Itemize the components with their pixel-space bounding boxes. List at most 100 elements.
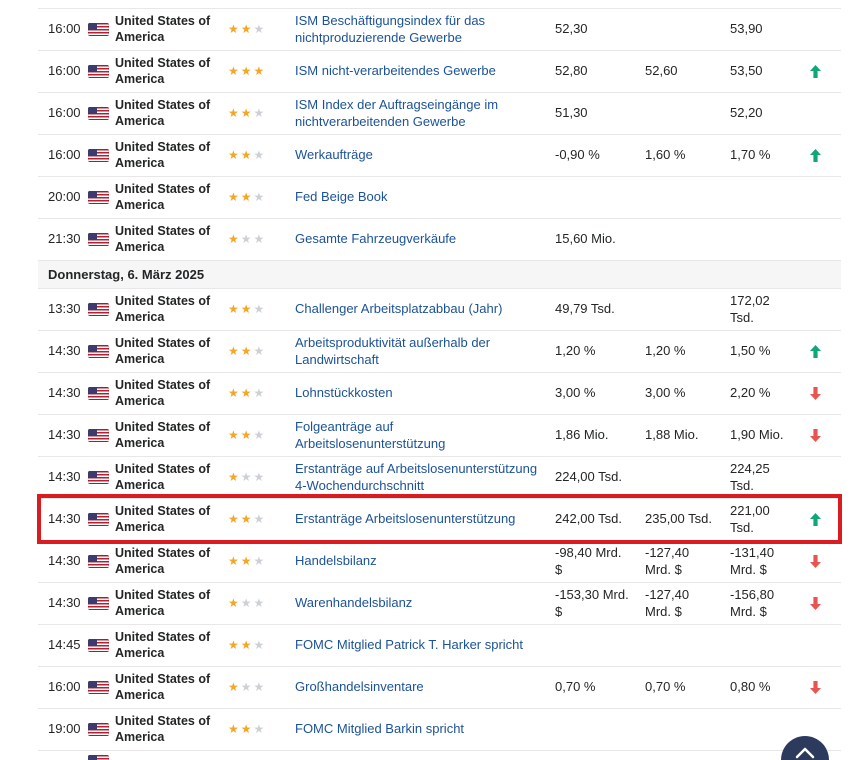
flag-cell xyxy=(88,637,115,654)
us-flag-icon xyxy=(88,639,109,653)
importance-rating: ★★★ xyxy=(228,22,295,38)
event-time: 16:00 xyxy=(48,147,81,163)
star-icon: ★ xyxy=(228,385,241,400)
event-link[interactable]: Challenger Arbeitsplatzabbau (Jahr) xyxy=(295,301,503,317)
star-icon: ★ xyxy=(240,63,254,78)
flag-cell xyxy=(88,595,115,612)
importance-rating: ★★★ xyxy=(228,190,295,206)
event-time: 19:00 xyxy=(48,721,81,737)
event-link[interactable]: ISM Index der Auftragseingänge im nichtv… xyxy=(295,96,499,129)
economic-calendar-table: 16:00 United States of America ★★★ ISM Besc… xyxy=(37,8,842,760)
country-name: United States of America xyxy=(115,97,211,128)
flag-cell xyxy=(88,511,115,528)
event-link[interactable]: Handelsbilanz xyxy=(295,553,377,569)
us-flag-icon xyxy=(88,233,109,247)
actual-value: 52,80 xyxy=(555,63,588,79)
previous-value: -131,40 Mrd. $ xyxy=(730,544,775,577)
actual-value: 1,86 Mio. xyxy=(555,427,609,443)
event-link[interactable]: Arbeitsproduktivität außerhalb der Landw… xyxy=(295,334,491,367)
importance-rating: ★★★ xyxy=(228,722,295,738)
actual-value: 49,79 Tsd. xyxy=(555,301,615,317)
importance-rating: ★★★ xyxy=(228,638,295,654)
chevron-up-icon xyxy=(795,747,815,760)
event-link[interactable]: Werkaufträge xyxy=(295,147,373,163)
event-cell: Erstanträge Arbeitslosenunterstützung xyxy=(295,511,555,528)
forecast-value: -127,40 Mrd. $ xyxy=(645,544,690,577)
calendar-row: 16:00 United States of America ★★★ ISM nich… xyxy=(38,51,841,93)
star-icon: ★ xyxy=(240,231,254,246)
event-time: 14:30 xyxy=(48,553,81,569)
event-link[interactable]: ISM nicht-verarbeitendes Gewerbe xyxy=(295,63,496,79)
event-link[interactable]: Erstanträge auf Arbeitslosenunterstützun… xyxy=(295,460,538,493)
direction-arrow xyxy=(810,555,841,568)
us-flag-icon xyxy=(88,107,109,121)
direction-arrow xyxy=(810,681,841,694)
star-icon: ★ xyxy=(240,301,254,316)
star-icon: ★ xyxy=(253,721,267,736)
importance-rating: ★★★ xyxy=(228,428,295,444)
event-time: 13:30 xyxy=(48,301,81,317)
star-icon: ★ xyxy=(253,469,267,484)
event-link[interactable]: Lohnstückkosten xyxy=(295,385,393,401)
event-time: 14:30 xyxy=(48,595,81,611)
star-icon: ★ xyxy=(240,721,254,736)
calendar-row: 16:00 United States of America ★★★ Großhand… xyxy=(38,667,841,709)
calendar-row: 16:00 United States of America ★★★ Werkauft… xyxy=(38,135,841,177)
country-name: United States of America xyxy=(115,503,211,534)
event-time: 16:00 xyxy=(48,63,81,79)
star-icon: ★ xyxy=(228,469,241,484)
calendar-row: 19:00 United States of America ★★★ FOMC Mit… xyxy=(38,709,841,751)
event-time: 14:30 xyxy=(48,343,81,359)
country-name: United States of America xyxy=(115,461,211,492)
us-flag-icon xyxy=(88,723,109,737)
event-link[interactable]: Folgeanträge auf Arbeitslosenunterstützu… xyxy=(295,418,446,451)
star-icon: ★ xyxy=(228,105,241,120)
event-time: 16:00 xyxy=(48,679,81,695)
previous-value: 53,90 xyxy=(730,21,763,37)
us-flag-icon xyxy=(88,191,109,205)
forecast-value: 52,60 xyxy=(645,63,678,79)
event-link[interactable]: Großhandelsinventare xyxy=(295,679,424,695)
flag-cell xyxy=(88,105,115,122)
previous-value: 1,50 % xyxy=(730,343,771,359)
star-icon: ★ xyxy=(253,637,267,652)
previous-value: 1,70 % xyxy=(730,147,771,163)
event-cell: Fed Beige Book xyxy=(295,189,555,206)
event-cell: Erstanträge auf Arbeitslosenunterstützun… xyxy=(295,461,555,495)
country-name: United States of America xyxy=(115,545,211,576)
event-time: 14:30 xyxy=(48,511,81,527)
event-link[interactable]: Gesamte Fahrzeugverkäufe xyxy=(295,231,457,247)
direction-arrow xyxy=(810,597,841,610)
event-link[interactable]: ISM Beschäftigungsindex für das nichtpro… xyxy=(295,12,486,45)
event-cell: Arbeitsproduktivität außerhalb der Landw… xyxy=(295,335,555,369)
flag-cell xyxy=(88,679,115,696)
importance-rating: ★★★ xyxy=(228,344,295,360)
event-cell: ISM nicht-verarbeitendes Gewerbe xyxy=(295,63,555,80)
importance-rating: ★★★ xyxy=(228,64,295,80)
star-icon: ★ xyxy=(228,63,241,78)
event-link[interactable]: FOMC Mitglied Patrick T. Harker spricht xyxy=(295,637,524,653)
star-icon: ★ xyxy=(240,637,254,652)
arrow-up-icon xyxy=(810,149,821,162)
event-link[interactable]: Fed Beige Book xyxy=(295,189,388,205)
star-icon: ★ xyxy=(253,147,267,162)
us-flag-icon xyxy=(88,471,109,485)
star-icon: ★ xyxy=(253,231,267,246)
actual-value: 1,20 % xyxy=(555,343,596,359)
calendar-row: 13:30 United States of America ★★★ Challeng… xyxy=(38,289,841,331)
actual-value: -0,90 % xyxy=(555,147,600,163)
star-icon: ★ xyxy=(240,511,254,526)
flag-cell xyxy=(88,343,115,360)
direction-arrow xyxy=(810,149,841,162)
importance-rating: ★★★ xyxy=(228,680,295,696)
importance-rating: ★★★ xyxy=(228,106,295,122)
calendar-row: 16:00 United States of America ★★★ ISM Inde… xyxy=(38,93,841,135)
event-time: 14:30 xyxy=(48,385,81,401)
country-name: United States of America xyxy=(115,713,211,744)
event-link[interactable]: Erstanträge Arbeitslosenunterstützung xyxy=(295,511,516,527)
star-icon: ★ xyxy=(228,147,241,162)
event-link[interactable]: Warenhandelsbilanz xyxy=(295,595,413,611)
event-link[interactable]: FOMC Mitglied Barkin spricht xyxy=(295,721,465,737)
arrow-down-icon xyxy=(810,555,821,568)
